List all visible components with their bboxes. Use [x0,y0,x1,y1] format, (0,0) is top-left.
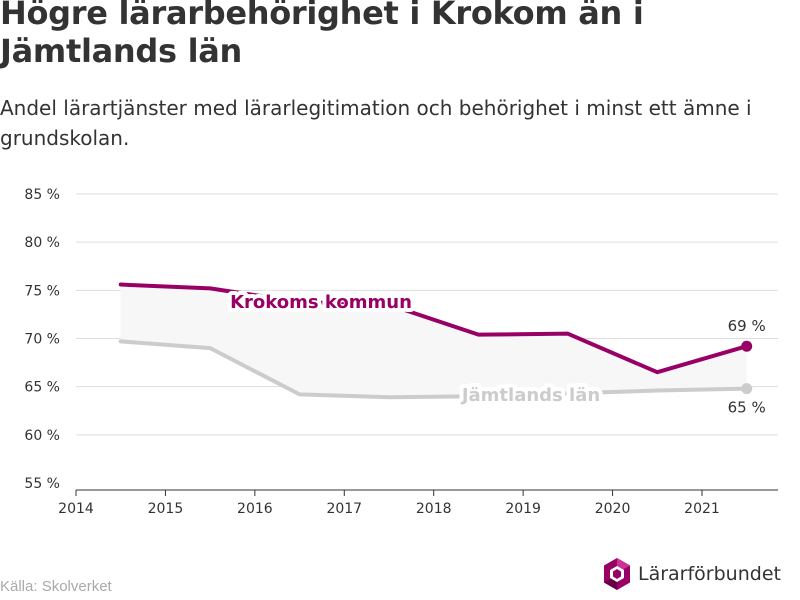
series-label-halo-lan: Jämtlands län [460,385,600,406]
series-label-lan: Jämtlands län [460,385,600,406]
y-tick-label: 60 % [24,428,60,444]
y-tick-label: 55 % [24,476,60,492]
series-label-halo-krokom: Krokoms kommun [230,292,412,313]
x-tick-label: 2017 [326,501,362,517]
difference-band [120,284,747,398]
x-tick-label: 2021 [684,501,720,517]
x-tick-label: 2018 [416,501,452,517]
logo-text: Lärarförbundet [638,563,781,585]
end-label-krokom: 69 % [728,317,766,335]
y-tick-label: 80 % [24,235,60,251]
chart-title: Högre lärarbehörighet i Krokom än i Jämt… [0,0,644,70]
end-label-lan: 65 % [728,399,766,417]
lararforbundet-logo: Lärarförbundet [602,556,781,592]
y-tick-label: 70 % [24,332,60,348]
x-tick-label: 2020 [595,501,631,517]
x-tick-label: 2019 [505,501,541,517]
hexagon-logo-icon [604,558,630,590]
y-tick-label: 85 % [24,187,60,203]
series-label-krokom: Krokoms kommun [230,292,412,313]
source-note: Källa: Skolverket [0,578,112,595]
chart-subtitle: Andel lärartjänster med lärarlegitimatio… [0,96,752,150]
x-tick-label: 2016 [237,501,273,517]
x-tick-label: 2014 [58,501,94,517]
x-tick-label: 2015 [148,501,184,517]
series-line-lan [118,339,749,400]
y-tick-label: 65 % [24,380,60,396]
series-line-krokom [118,282,749,375]
y-tick-label: 75 % [24,283,60,299]
end-point-lan [741,383,753,395]
end-point-krokom [741,340,753,352]
